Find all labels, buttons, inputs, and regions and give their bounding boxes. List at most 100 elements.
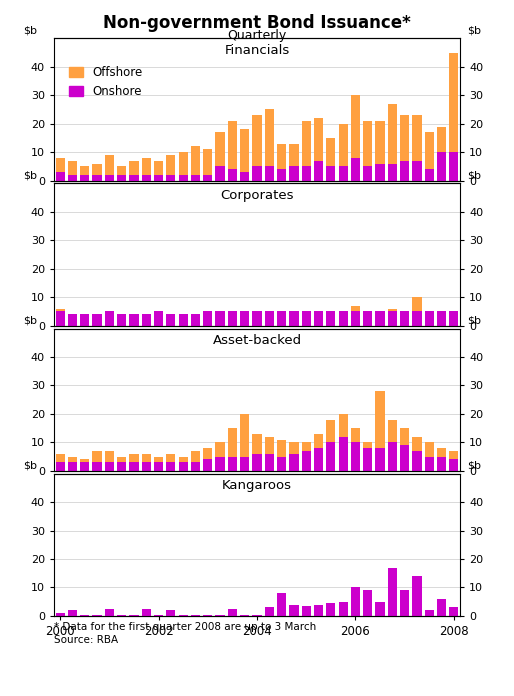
Bar	[154, 615, 163, 616]
Bar	[105, 312, 114, 326]
Bar	[166, 454, 175, 470]
Bar	[388, 104, 397, 181]
Bar	[93, 451, 102, 470]
Bar	[142, 315, 151, 326]
Bar	[252, 434, 262, 470]
Bar	[400, 161, 409, 181]
Bar	[130, 462, 139, 470]
Bar	[80, 615, 89, 616]
Bar	[240, 315, 249, 326]
Bar	[56, 158, 65, 181]
Text: $b: $b	[467, 316, 481, 326]
Bar	[240, 615, 249, 616]
Bar	[228, 457, 237, 470]
Bar	[93, 320, 102, 326]
Bar	[314, 434, 323, 470]
Bar	[351, 587, 360, 616]
Bar	[277, 312, 286, 326]
Bar	[191, 615, 200, 616]
Bar	[425, 315, 434, 326]
Bar	[265, 109, 274, 181]
Bar	[166, 610, 175, 616]
Bar	[302, 443, 311, 470]
Bar	[154, 462, 163, 470]
Bar	[252, 315, 262, 326]
Bar	[437, 317, 446, 326]
Bar	[203, 448, 212, 470]
Bar	[302, 606, 311, 616]
Text: $b: $b	[24, 461, 38, 471]
Bar	[314, 161, 323, 181]
Bar	[191, 451, 200, 470]
Bar	[388, 308, 397, 326]
Bar	[400, 590, 409, 616]
Bar	[375, 315, 384, 326]
Bar	[375, 602, 384, 616]
Bar	[425, 132, 434, 181]
Bar	[326, 443, 336, 470]
Bar	[400, 312, 409, 326]
Bar	[203, 312, 212, 326]
Bar	[449, 52, 458, 181]
Bar	[105, 609, 114, 616]
Text: $b: $b	[467, 171, 481, 181]
Bar	[375, 164, 384, 181]
Bar	[289, 143, 299, 181]
Bar	[154, 161, 163, 181]
Bar	[339, 166, 348, 181]
Bar	[142, 175, 151, 181]
Bar	[252, 454, 262, 470]
Bar	[400, 445, 409, 470]
Bar	[215, 457, 225, 470]
Bar	[178, 175, 188, 181]
Text: $b: $b	[467, 26, 481, 35]
Text: Financials: Financials	[225, 44, 289, 57]
Bar	[166, 462, 175, 470]
Bar	[191, 315, 200, 326]
Bar	[425, 169, 434, 181]
Bar	[203, 615, 212, 616]
Bar	[351, 95, 360, 181]
Bar	[68, 175, 77, 181]
Bar	[326, 315, 336, 326]
Bar	[154, 457, 163, 470]
Bar	[215, 166, 225, 181]
Bar	[191, 175, 200, 181]
Text: $b: $b	[24, 171, 38, 181]
Bar	[326, 603, 336, 616]
Bar	[166, 317, 175, 326]
Bar	[449, 608, 458, 616]
Bar	[178, 315, 188, 326]
Bar	[68, 457, 77, 470]
Bar	[203, 150, 212, 181]
Bar	[326, 420, 336, 470]
Bar	[105, 155, 114, 181]
Bar	[302, 121, 311, 181]
Bar	[117, 315, 126, 326]
Bar	[339, 414, 348, 470]
Bar	[80, 166, 89, 181]
Bar	[56, 312, 65, 326]
Bar	[215, 312, 225, 326]
Bar	[363, 448, 372, 470]
Bar	[130, 161, 139, 181]
Bar	[449, 459, 458, 470]
Bar	[178, 152, 188, 181]
Bar	[388, 164, 397, 181]
Bar	[215, 132, 225, 181]
Bar	[191, 317, 200, 326]
Bar	[437, 312, 446, 326]
Bar	[388, 567, 397, 616]
Bar	[203, 175, 212, 181]
Bar	[339, 312, 348, 326]
Bar	[425, 312, 434, 326]
Text: Corporates: Corporates	[221, 189, 293, 202]
Bar	[105, 462, 114, 470]
Bar	[265, 608, 274, 616]
Bar	[130, 615, 139, 616]
Bar	[142, 454, 151, 470]
Bar	[178, 317, 188, 326]
Bar	[154, 315, 163, 326]
Text: $b: $b	[24, 26, 38, 35]
Bar	[289, 605, 299, 616]
